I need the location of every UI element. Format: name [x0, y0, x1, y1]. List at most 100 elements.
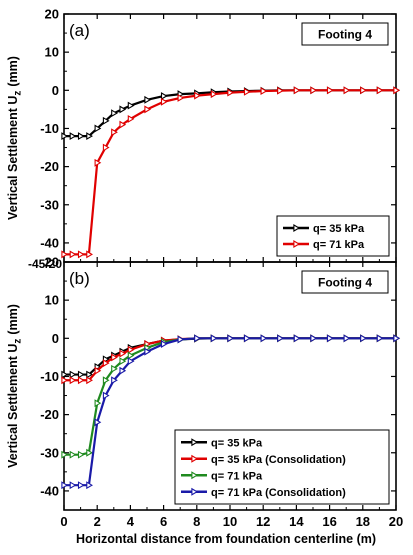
y-axis-title-main: Vertical Settlement U	[6, 96, 20, 220]
data-point	[86, 448, 93, 457]
data-point	[94, 366, 102, 375]
data-point	[127, 357, 135, 366]
y-tick-label: 0	[52, 331, 59, 346]
data-point	[177, 93, 185, 102]
data-point	[102, 143, 110, 152]
data-point	[69, 250, 77, 259]
data-point	[111, 364, 118, 373]
data-point	[77, 376, 85, 385]
data-point	[61, 376, 69, 385]
data-point	[86, 481, 93, 490]
data-point	[293, 86, 301, 95]
y-tick-label: 20	[45, 7, 59, 22]
data-point	[326, 86, 334, 95]
data-point	[277, 334, 284, 343]
data-point	[260, 87, 268, 96]
data-point	[77, 250, 85, 259]
data-point	[94, 158, 102, 167]
panel-tag: (a)	[69, 21, 90, 40]
x-tick-label: 6	[160, 514, 167, 529]
data-point	[243, 334, 251, 343]
legend-box	[276, 215, 390, 257]
footing-annotation-box	[301, 22, 389, 46]
data-point	[61, 250, 69, 259]
y-tick-label: -40	[40, 483, 59, 498]
data-point	[111, 109, 118, 118]
data-point	[326, 334, 334, 343]
data-point	[160, 92, 168, 100]
data-point	[393, 86, 401, 95]
data-point	[86, 376, 93, 385]
data-point	[210, 90, 218, 99]
data-point	[86, 250, 93, 259]
data-point	[310, 86, 318, 95]
data-point	[293, 334, 301, 343]
data-point	[227, 88, 235, 97]
data-point	[69, 481, 77, 490]
data-point	[119, 120, 127, 129]
legend-marker	[191, 471, 199, 480]
data-point	[127, 101, 135, 110]
data-point	[127, 114, 135, 123]
data-point	[127, 351, 135, 360]
data-point	[102, 359, 110, 368]
panel-b: 20 10 0 -10 -20 -30 -40 0 2 4 6 8 10 12 14 16 18 20 Vertic…	[6, 255, 403, 547]
data-point	[160, 340, 168, 348]
y-tick-label: -20	[40, 407, 59, 422]
data-point	[102, 116, 110, 125]
data-point	[119, 105, 127, 114]
data-point	[343, 86, 351, 95]
panel-tag: (b)	[69, 269, 90, 288]
data-point	[69, 376, 77, 385]
x-tick-label: 20	[389, 514, 403, 529]
legend-marker	[191, 438, 199, 447]
y-tick-label: 10	[45, 45, 59, 60]
data-point	[177, 335, 185, 344]
y-tick-label: -30	[40, 197, 59, 212]
data-point	[376, 334, 384, 343]
data-point	[102, 391, 110, 400]
y-tick-label: -10	[40, 369, 59, 384]
y-axis-title: Vertical Settlement Uz (mm)	[6, 304, 24, 468]
y-axis-title-main: Vertical Settlement U	[6, 344, 20, 468]
data-point	[77, 132, 85, 141]
y-axis-title-sub: z	[13, 339, 24, 344]
data-point	[86, 132, 93, 141]
legend-label: q= 35 kPa	[211, 437, 263, 449]
data-point	[94, 399, 102, 408]
x-tick-label: 8	[193, 514, 200, 529]
data-point	[119, 349, 127, 358]
footing-annotation-box	[301, 270, 389, 294]
data-point	[260, 334, 268, 343]
data-point	[119, 357, 127, 366]
data-point	[86, 370, 93, 379]
data-point	[94, 124, 102, 133]
data-point	[160, 97, 168, 106]
data-point	[102, 376, 110, 385]
stray-axis-label: -45/20	[28, 257, 62, 271]
data-point	[61, 370, 69, 379]
data-point	[360, 86, 367, 95]
data-point	[194, 334, 201, 343]
data-point	[61, 450, 69, 459]
x-tick-label: 18	[356, 514, 370, 529]
data-point	[144, 105, 152, 114]
y-axis-title-unit: (mm)	[6, 56, 20, 87]
data-point	[144, 95, 152, 104]
data-point	[111, 353, 118, 362]
x-tick-label: 2	[94, 514, 101, 529]
legend-marker	[191, 487, 199, 496]
y-tick-label: 10	[45, 293, 59, 308]
data-point	[119, 366, 127, 375]
data-point	[360, 334, 367, 343]
x-tick-label: 14	[289, 514, 304, 529]
legend-marker	[293, 240, 301, 248]
data-point	[69, 450, 77, 459]
legend-label: q= 71 kPa	[211, 470, 263, 482]
data-point	[61, 481, 69, 490]
legend-label: q= 71 kPa (Consolidation)	[211, 487, 346, 499]
data-point	[69, 370, 77, 379]
data-point	[227, 334, 235, 343]
